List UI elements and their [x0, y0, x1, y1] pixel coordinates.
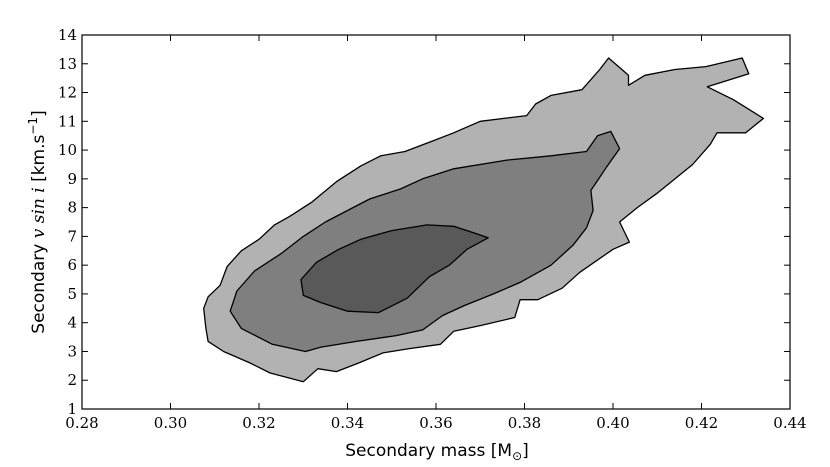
y-tick-label: 7 [67, 227, 77, 245]
x-tick-label: 0.42 [685, 414, 718, 432]
y-tick-label: 9 [67, 170, 77, 188]
x-tick-label: 0.32 [242, 414, 275, 432]
x-tick-label: 0.40 [596, 414, 629, 432]
contour-inner [300, 224, 489, 314]
x-tick-label: 0.28 [65, 414, 98, 432]
contour-regions [203, 57, 765, 383]
y-tick-label: 3 [67, 342, 77, 360]
y-tick-label: 1 [67, 400, 77, 418]
x-tick-label: 0.38 [508, 414, 541, 432]
y-tick-label: 6 [67, 256, 77, 274]
x-tick-label: 0.30 [154, 414, 187, 432]
y-axis-label: Secondary v sin i [km.s−1] [26, 110, 49, 333]
y-tick-label: 14 [58, 26, 77, 44]
y-tick-label: 13 [58, 55, 77, 73]
y-tick-label: 4 [67, 314, 77, 332]
y-tick-label: 10 [58, 141, 77, 159]
y-tick-label: 5 [67, 285, 77, 303]
y-tick-label: 11 [58, 112, 77, 130]
x-tick-label: 0.44 [773, 414, 806, 432]
y-tick-label: 12 [58, 84, 77, 102]
y-tick-label: 8 [67, 199, 77, 217]
x-tick-label: 0.34 [331, 414, 364, 432]
x-axis-label: Secondary mass [M⊙] [345, 441, 529, 463]
x-axis-ticks: 0.28 0.30 0.32 0.34 0.36 0.38 0.40 0.42 0.44 [65, 35, 807, 432]
y-tick-label: 2 [67, 371, 77, 389]
x-tick-label: 0.36 [419, 414, 452, 432]
